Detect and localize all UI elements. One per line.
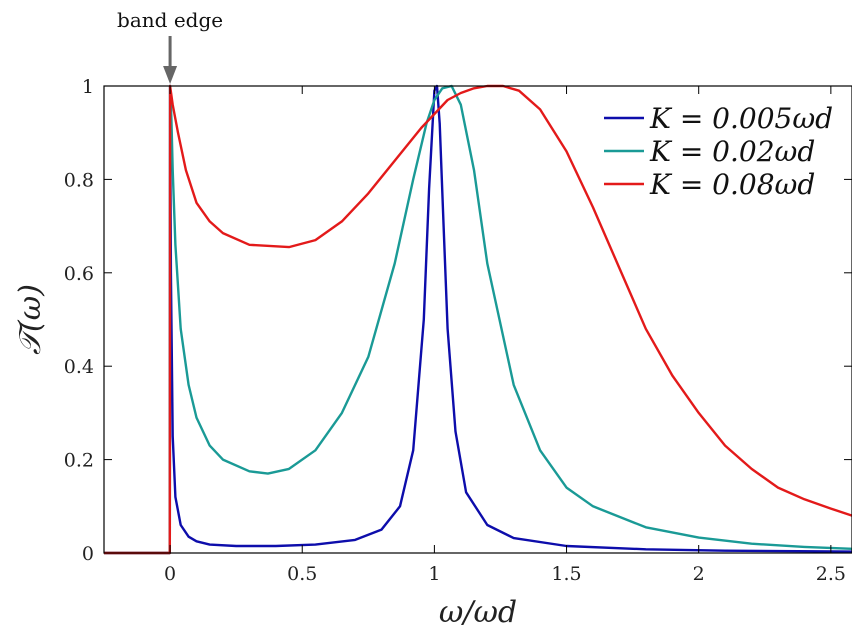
plot-lines xyxy=(104,84,852,555)
legend-label: K = 0.02ωd xyxy=(649,135,815,168)
x-tick-label: 2.5 xyxy=(816,563,846,585)
series-line xyxy=(104,84,852,555)
y-tick-label: 1 xyxy=(82,76,94,98)
y-tick-label: 0.4 xyxy=(64,356,94,378)
band-edge-annotation: band edge xyxy=(117,8,223,84)
x-tick-label: 1 xyxy=(428,563,440,585)
ticks xyxy=(104,85,852,554)
tick-labels: 0 0.5 1 1.5 2 2.5 0 0.2 0.4 0.6 0.8 1 xyxy=(64,76,846,585)
y-tick-label: 0 xyxy=(82,543,94,565)
y-axis-label: 𝒯(ω) xyxy=(13,284,48,355)
y-tick-label: 0.2 xyxy=(64,450,94,472)
plot-frame xyxy=(103,85,852,554)
x-tick-label: 1.5 xyxy=(551,563,581,585)
y-tick-label: 0.6 xyxy=(64,263,94,285)
y-tick-label: 0.8 xyxy=(64,169,94,191)
x-tick-label: 2 xyxy=(693,563,705,585)
x-tick-label: 0 xyxy=(164,563,176,585)
series-line xyxy=(104,84,852,555)
series-line xyxy=(104,84,852,555)
legend-label: K = 0.08ωd xyxy=(649,168,815,201)
band-edge-arrow-head xyxy=(163,66,178,84)
x-tick-label: 0.5 xyxy=(287,563,317,585)
x-axis-label: ω/ωd xyxy=(439,595,517,630)
legend-label: K = 0.005ωd xyxy=(649,102,833,135)
band-edge-label: band edge xyxy=(117,8,223,32)
